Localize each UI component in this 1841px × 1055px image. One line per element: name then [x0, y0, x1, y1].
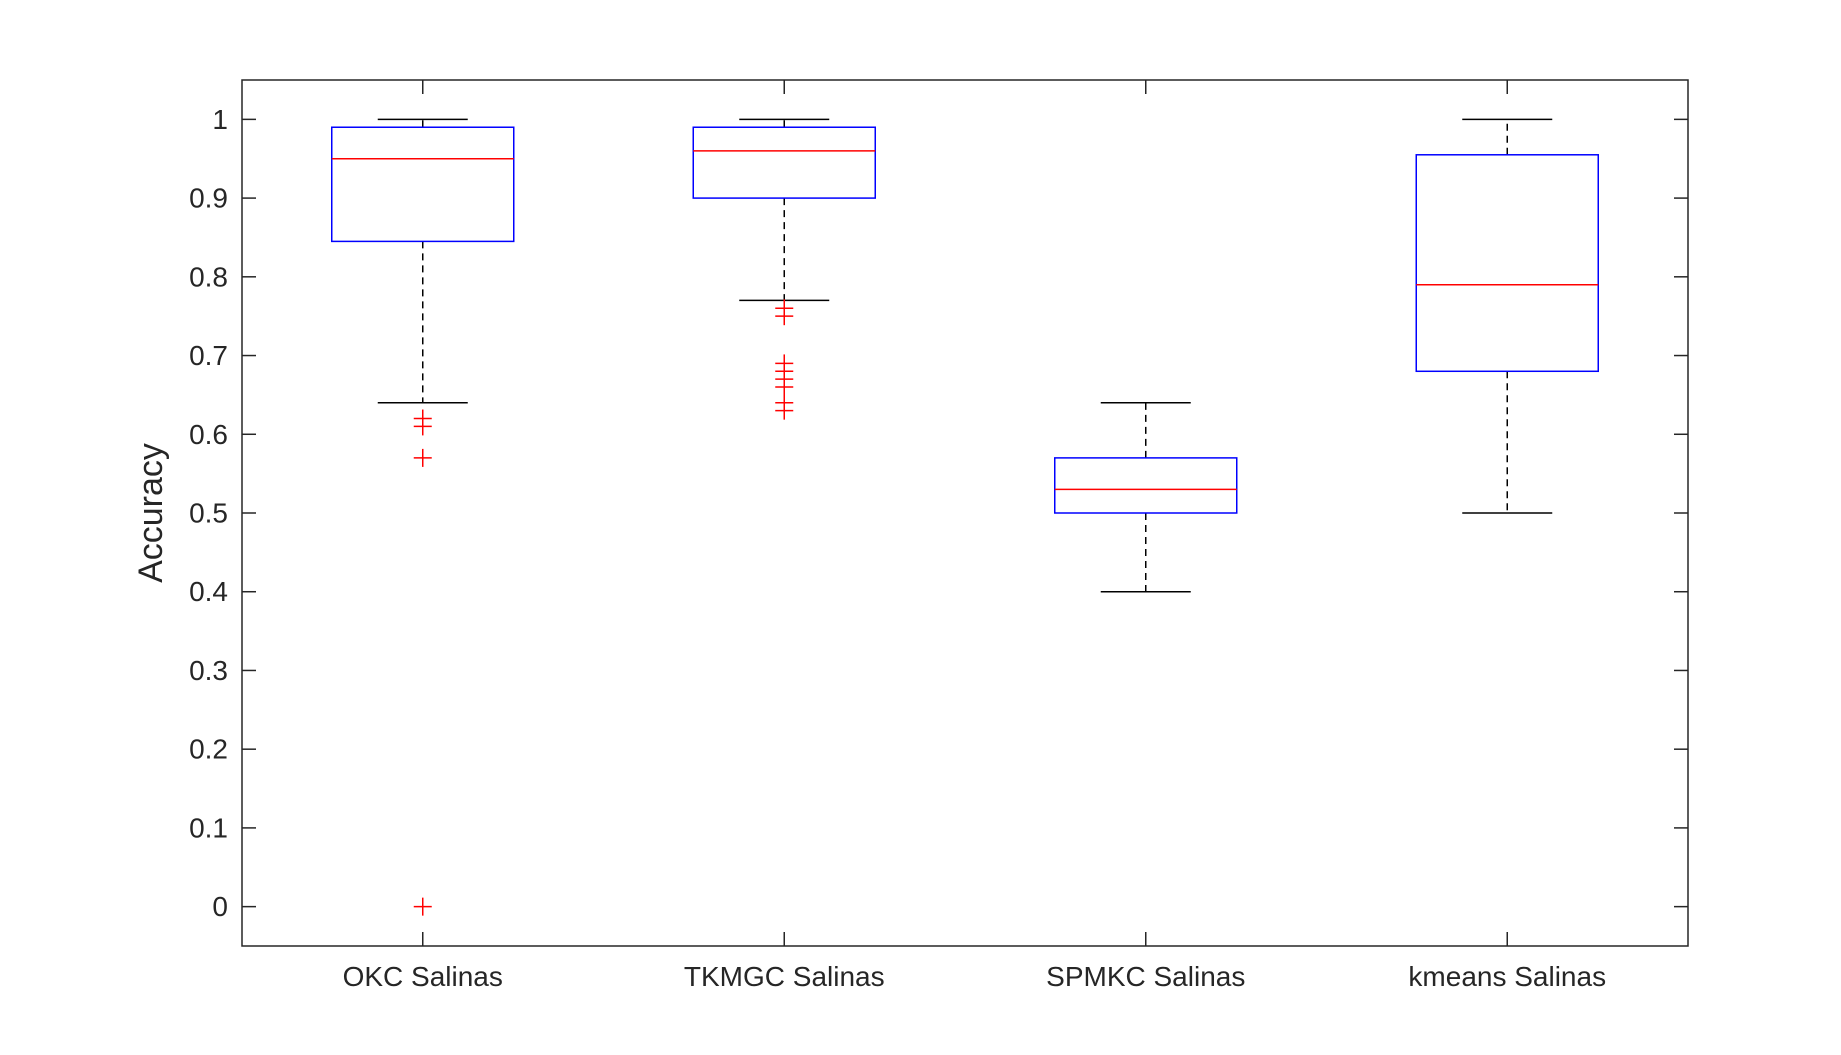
y-tick-label: 0.4 [189, 576, 228, 607]
outlier-marker [413, 897, 432, 916]
y-tick-label: 0.1 [189, 812, 228, 843]
y-tick-label: 0.5 [189, 498, 228, 529]
box-group-2 [692, 118, 876, 420]
y-tick-label: 0 [212, 891, 228, 922]
box-group-1 [331, 118, 515, 916]
outlier-marker [775, 401, 794, 420]
boxes-layer [331, 118, 1599, 916]
box-group-4 [1415, 118, 1599, 514]
y-tick-label: 0.2 [189, 734, 228, 765]
x-tick-label: kmeans Salinas [1408, 961, 1606, 992]
ticks-layer: 0 0.1 0.2 0.3 0.4 0.5 0.6 0.7 0.8 0.9 1 OKC Salinas… [189, 80, 1688, 992]
y-tick-label: 0.3 [189, 655, 228, 686]
y-tick-label: 0.7 [189, 340, 228, 371]
iqr-box [1415, 154, 1599, 373]
iqr-box [692, 126, 876, 199]
y-tick-label: 0.6 [189, 419, 228, 450]
x-tick-label: SPMKC Salinas [1046, 961, 1245, 992]
outlier-marker [775, 378, 794, 397]
y-tick-label: 0.8 [189, 261, 228, 292]
iqr-box [1054, 457, 1238, 514]
box-group-3 [1054, 402, 1238, 593]
x-tick-label: OKC Salinas [343, 961, 503, 992]
outlier-marker [413, 417, 432, 436]
y-tick-label: 1 [212, 104, 228, 135]
outlier-marker [413, 448, 432, 467]
x-tick-label: TKMGC Salinas [684, 961, 885, 992]
y-tick-label: 0.9 [189, 183, 228, 214]
iqr-box [331, 126, 515, 243]
y-axis-label: Accuracy [132, 443, 170, 583]
outlier-marker [775, 307, 794, 326]
